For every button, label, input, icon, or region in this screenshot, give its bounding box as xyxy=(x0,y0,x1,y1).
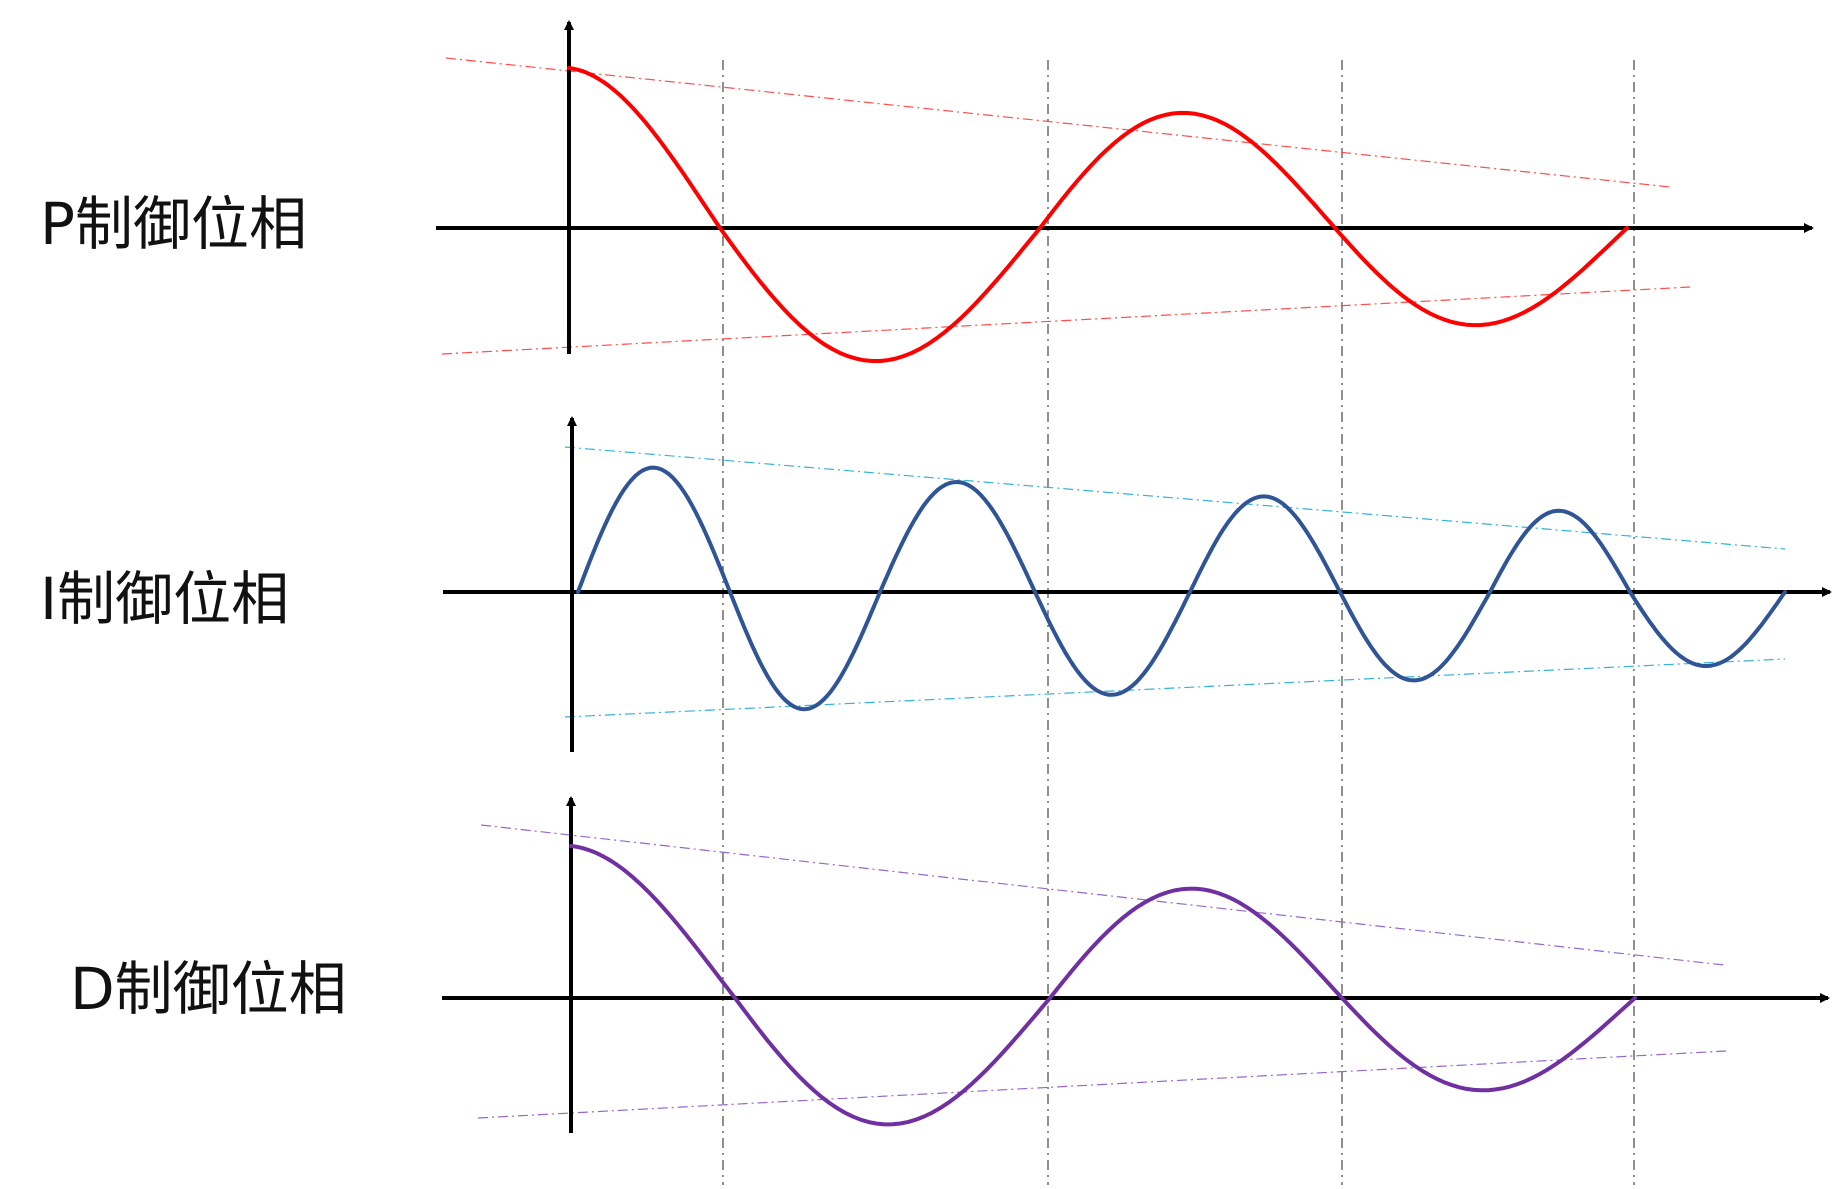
envelope-upper-i xyxy=(564,446,1786,550)
waveform-i xyxy=(576,465,1787,712)
envelope-lower-d xyxy=(477,1050,1727,1119)
panel-label-p: P制御位相 xyxy=(40,190,307,258)
waveform-panels xyxy=(436,20,1832,1133)
envelope-lower-p xyxy=(441,286,1691,355)
waveform-p xyxy=(567,66,1629,363)
envelope-upper-d xyxy=(480,824,1725,966)
panel-d xyxy=(442,796,1830,1133)
envelope-lower-i xyxy=(564,658,1786,718)
panel-label-d: D制御位相 xyxy=(70,955,347,1023)
waveform-d xyxy=(569,844,1637,1127)
panel-i xyxy=(443,416,1832,752)
panel-label-i: I制御位相 xyxy=(40,565,290,633)
panel-p xyxy=(436,20,1814,363)
envelope-upper-p xyxy=(445,57,1671,188)
